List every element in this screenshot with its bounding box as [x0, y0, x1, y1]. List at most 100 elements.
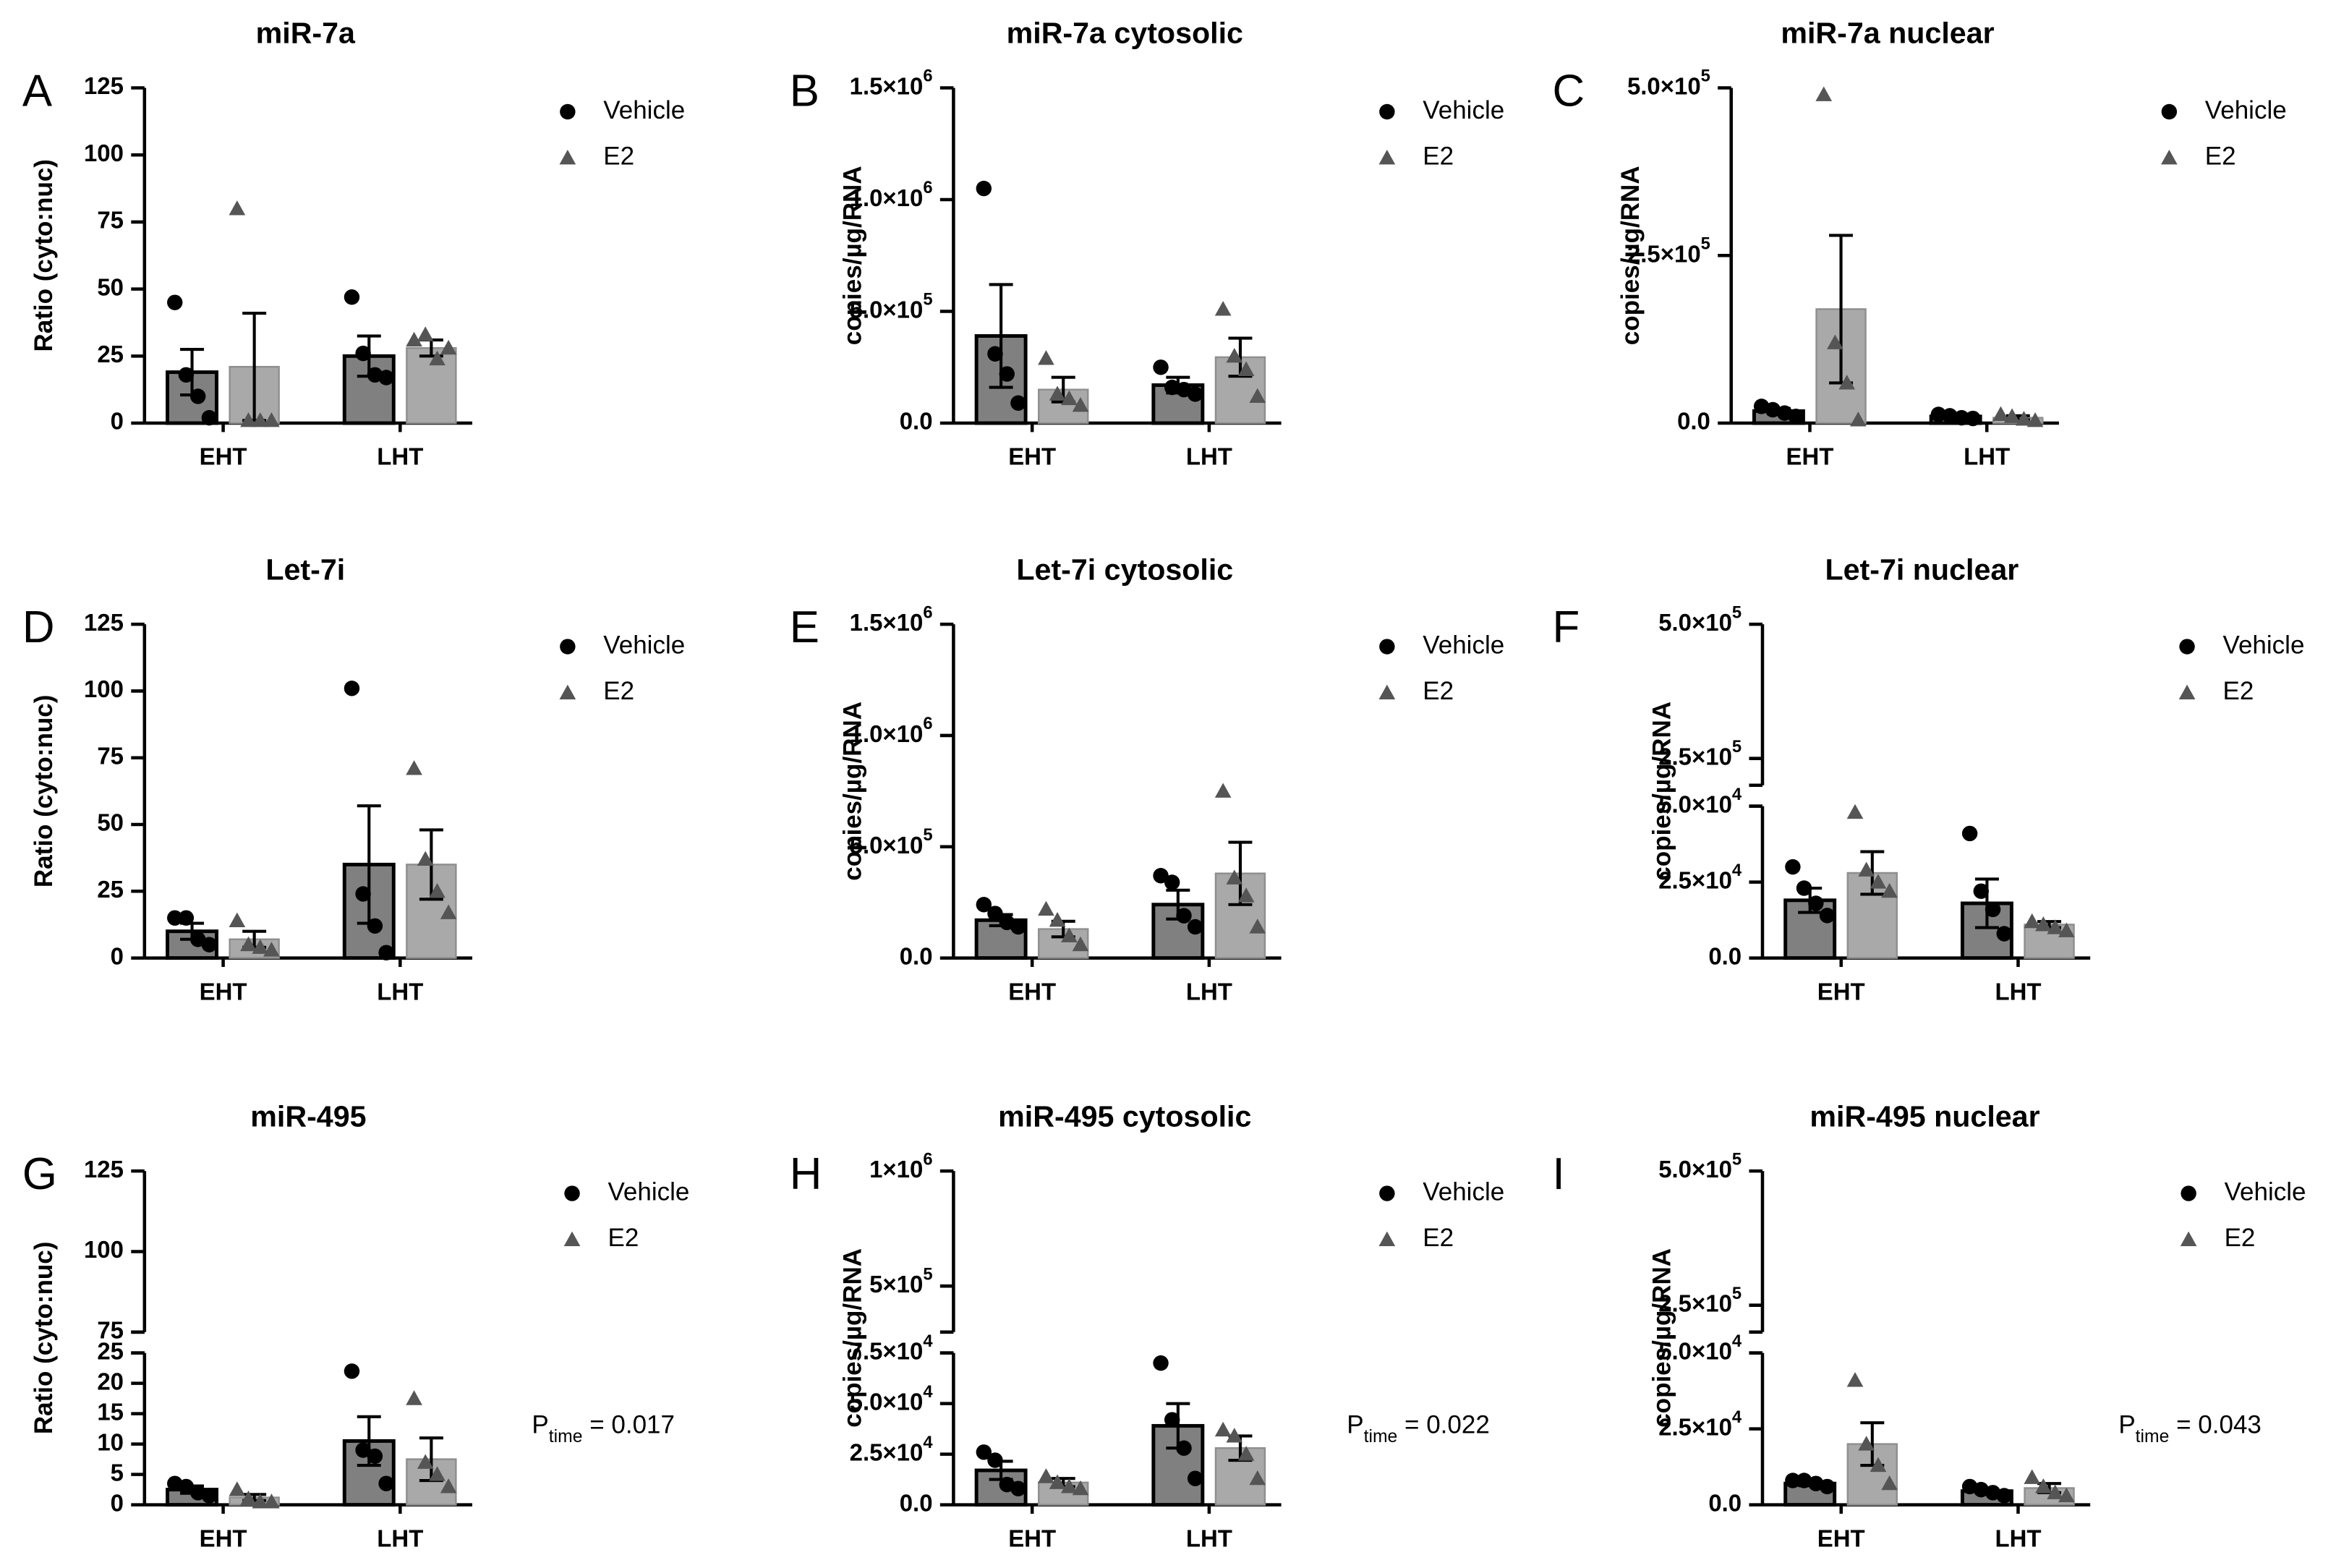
data-point-vehicle: [378, 945, 394, 960]
legend-marker-vehicle: [560, 639, 576, 655]
data-point-e2: [2024, 1469, 2041, 1484]
data-point-vehicle: [1164, 379, 1180, 396]
data-point-e2: [1249, 388, 1266, 404]
data-point-vehicle: [1973, 883, 1989, 899]
x-tick-label: LHT: [1186, 978, 1232, 1005]
y-tick-label: 5.0×105: [1627, 67, 1710, 99]
data-point-e2: [263, 942, 280, 957]
legend-marker-vehicle: [1379, 103, 1395, 120]
chart-title: Let-7i: [265, 553, 345, 586]
data-point-e2: [1049, 911, 1066, 927]
data-point-vehicle: [1819, 1478, 1836, 1495]
data-point-e2: [1992, 406, 2009, 422]
y-tick-label: 15: [97, 1398, 124, 1425]
legend-marker-vehicle: [1379, 639, 1395, 655]
data-point-vehicle: [1010, 919, 1026, 935]
p-value-annotation: Ptime = 0.043: [2118, 1411, 2262, 1446]
data-point-e2: [406, 1390, 422, 1405]
data-point-vehicle: [976, 1444, 992, 1460]
y-axis-label: copies/µg/RNA: [1616, 166, 1645, 345]
data-point-vehicle: [1808, 895, 1824, 911]
y-tick-label: 100: [84, 1236, 124, 1263]
y-tick-label: 1.0×106: [850, 715, 933, 746]
data-point-e2: [1237, 887, 1255, 903]
legend-marker-vehicle: [2181, 1185, 2196, 1201]
bar: [406, 346, 457, 425]
data-point-vehicle: [987, 346, 1003, 362]
y-tick-label: 25: [97, 876, 124, 903]
legend-marker-e2: [2161, 150, 2178, 165]
data-point-e2: [1850, 412, 1867, 427]
x-tick-label: LHT: [1995, 1525, 2041, 1551]
panel-E: E Let-7i cytosolic copies/µg/RNA 0.0 5.0×105…: [790, 553, 1504, 1005]
data-point-e2: [2047, 919, 2064, 934]
y-tick-label: 10: [97, 1428, 124, 1455]
data-point-e2: [1061, 1478, 1078, 1494]
data-point-e2: [1049, 385, 1066, 401]
panel-F: F Let-7i nuclear copies/µg/RNA 0.0 2.5×104 5.…: [1553, 553, 2305, 1005]
data-point-e2: [1072, 1480, 1089, 1496]
legend-label-vehicle: Vehicle: [2205, 96, 2287, 124]
data-point-e2: [440, 904, 457, 919]
legend-label-vehicle: Vehicle: [2225, 1177, 2306, 1206]
data-point-vehicle: [1785, 858, 1801, 875]
data-point-e2: [1226, 348, 1243, 363]
legend-marker-e2: [2180, 1231, 2197, 1246]
legend-marker-vehicle: [1379, 1185, 1395, 1201]
data-point-e2: [1049, 1474, 1066, 1489]
chart-title: Let-7i cytosolic: [1016, 553, 1233, 586]
data-point-vehicle: [1164, 1412, 1180, 1428]
y-tick-label: 50: [97, 273, 124, 300]
data-point-e2: [429, 882, 446, 898]
data-point-e2: [2058, 1487, 2075, 1503]
data-point-e2: [1038, 350, 1054, 365]
data-point-e2: [1072, 936, 1089, 952]
chart-title: miR-7a: [256, 17, 356, 50]
data-point-vehicle: [1153, 1355, 1169, 1371]
data-point-vehicle: [1996, 1488, 2012, 1504]
data-point-e2: [1226, 1428, 1243, 1443]
y-axis-label: Ratio (cyto:nuc): [30, 695, 58, 888]
data-point-vehicle: [201, 937, 218, 953]
data-point-e2: [440, 339, 457, 355]
data-point-vehicle: [1942, 408, 1958, 424]
x-tick-label: EHT: [1817, 1525, 1865, 1551]
legend-marker-vehicle: [2179, 639, 2195, 655]
y-tick-label: 2.5×105: [1658, 738, 1742, 770]
legend-marker-vehicle: [2161, 103, 2178, 120]
y-tick-label: 5.0×104: [1658, 1332, 1742, 1364]
data-point-e2: [2003, 408, 2021, 423]
y-tick-label: 2.5×105: [1658, 1284, 1742, 1316]
data-point-vehicle: [1796, 1473, 1812, 1488]
data-point-e2: [2026, 412, 2044, 427]
data-point-e2: [1214, 301, 1232, 316]
data-point-vehicle: [1961, 825, 1978, 842]
data-point-vehicle: [367, 1448, 383, 1465]
data-point-e2: [263, 1494, 280, 1509]
y-tick-label: 125: [84, 609, 124, 636]
data-point-vehicle: [1973, 1481, 1989, 1498]
y-tick-label: 0.0: [900, 1489, 933, 1516]
legend-marker-e2: [559, 150, 576, 165]
data-point-e2: [263, 412, 280, 427]
data-point-e2: [1226, 869, 1243, 885]
data-point-e2: [2058, 922, 2075, 937]
data-point-vehicle: [344, 681, 360, 696]
p-value-annotation: Ptime = 0.017: [532, 1411, 675, 1446]
data-point-e2: [240, 412, 257, 427]
y-tick-label: 2.5×104: [850, 1433, 934, 1465]
chart-title: miR-7a cytosolic: [1007, 17, 1243, 50]
data-point-vehicle: [1153, 868, 1169, 884]
data-point-e2: [252, 939, 269, 954]
panel-letter: H: [790, 1149, 822, 1199]
y-tick-label: 100: [84, 676, 124, 702]
y-tick-label: 75: [97, 742, 124, 769]
data-point-vehicle: [178, 367, 195, 383]
data-point-vehicle: [1996, 926, 2012, 942]
panel-letter: C: [1553, 66, 1585, 116]
legend-label-vehicle: Vehicle: [603, 631, 685, 659]
x-tick-label: EHT: [200, 443, 247, 470]
